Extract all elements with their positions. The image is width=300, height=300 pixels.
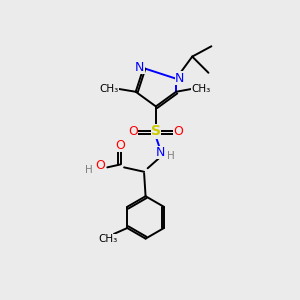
Text: N: N	[175, 72, 184, 85]
Text: H: H	[85, 165, 93, 175]
Text: CH₃: CH₃	[98, 234, 118, 244]
Text: N: N	[156, 146, 165, 159]
Text: N: N	[135, 61, 145, 74]
Text: CH₃: CH₃	[100, 84, 119, 94]
Text: S: S	[151, 124, 161, 138]
Text: H: H	[167, 151, 175, 161]
Text: O: O	[128, 125, 138, 138]
Text: O: O	[95, 159, 105, 172]
Text: O: O	[174, 125, 184, 138]
Text: O: O	[116, 139, 125, 152]
Text: CH₃: CH₃	[191, 84, 211, 94]
